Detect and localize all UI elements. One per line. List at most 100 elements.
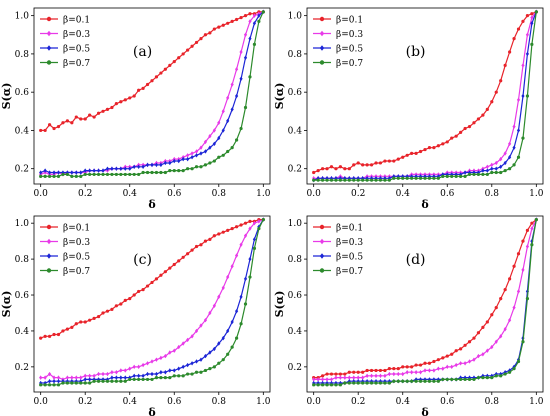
data-point (79, 170, 83, 175)
data-point (516, 252, 521, 256)
data-point (92, 168, 96, 173)
data-point (235, 336, 239, 340)
data-point (177, 259, 181, 263)
data-point (65, 119, 69, 123)
data-point (243, 55, 248, 60)
data-point (190, 334, 194, 339)
data-point (239, 294, 243, 300)
x-tick-label: 0.6 (167, 397, 182, 407)
data-point (123, 368, 127, 373)
legend-label: β=0.1 (336, 224, 363, 234)
data-point (248, 256, 252, 262)
data-point (387, 159, 391, 163)
data-point (239, 242, 243, 247)
data-point (481, 325, 485, 329)
data-point (141, 170, 145, 175)
data-point (516, 97, 521, 103)
data-point (186, 252, 190, 256)
data-point (401, 365, 405, 369)
data-point (312, 377, 316, 382)
data-point (418, 149, 423, 154)
data-point (423, 379, 427, 383)
data-point (235, 253, 239, 258)
data-point (257, 19, 261, 23)
data-point (252, 246, 257, 250)
data-point (512, 367, 516, 371)
data-point (334, 383, 338, 387)
data-point (329, 377, 334, 382)
data-point (194, 40, 199, 45)
data-point (467, 359, 472, 364)
data-point (172, 169, 176, 173)
data-point (467, 125, 472, 129)
data-point (441, 366, 445, 371)
data-point (257, 219, 261, 224)
data-point (427, 146, 432, 150)
legend: β=0.1 β=0.3 β=0.5 β=0.7 (313, 16, 363, 69)
data-point (212, 159, 216, 163)
data-point (418, 370, 423, 375)
data-point (334, 380, 338, 386)
data-point (132, 172, 136, 177)
data-point (186, 362, 190, 368)
y-tick-label: 0.6 (15, 88, 30, 98)
data-point (70, 325, 74, 329)
data-point (338, 383, 342, 387)
series-1 (39, 10, 265, 133)
data-point (369, 178, 374, 182)
data-point (396, 176, 400, 180)
data-point (343, 178, 347, 182)
legend-marker (46, 30, 52, 37)
data-point (83, 377, 87, 382)
data-point (494, 339, 498, 344)
data-point (96, 314, 101, 319)
data-point (145, 162, 150, 168)
data-point (243, 14, 248, 18)
data-point (494, 160, 498, 166)
x-axis-label: δ (148, 406, 155, 416)
data-point (374, 368, 378, 373)
data-point (248, 75, 252, 79)
data-point (450, 377, 454, 382)
data-point (248, 19, 252, 24)
legend-label: β=0.5 (336, 45, 363, 55)
data-point (190, 155, 194, 160)
data-point (181, 169, 185, 173)
data-point (110, 375, 114, 380)
data-point (132, 94, 136, 98)
data-point (356, 375, 360, 380)
data-point (356, 379, 360, 384)
data-point (168, 266, 172, 270)
data-point (494, 305, 498, 310)
data-point (490, 166, 494, 171)
legend-label: β=0.3 (336, 30, 363, 40)
data-point (521, 19, 525, 23)
y-tick-label: 0.2 (288, 363, 302, 373)
data-point (114, 370, 118, 375)
data-point (361, 370, 365, 374)
data-point (47, 334, 52, 338)
data-point (92, 379, 96, 383)
legend-label: β=0.1 (63, 16, 90, 26)
data-point (450, 174, 454, 178)
data-point (352, 370, 356, 374)
data-point (105, 309, 110, 313)
legend-marker (319, 224, 325, 230)
data-point (150, 359, 154, 364)
data-point (39, 336, 43, 340)
data-point (257, 13, 261, 18)
data-point (512, 264, 516, 268)
legend-marker (319, 60, 325, 65)
data-point (105, 379, 110, 383)
data-point (525, 297, 530, 301)
data-point (369, 381, 374, 385)
data-point (383, 178, 387, 182)
panel-label: (a) (133, 44, 152, 60)
data-point (530, 243, 534, 247)
data-point (467, 340, 472, 344)
data-point (410, 174, 414, 179)
data-point (243, 221, 248, 225)
data-point (221, 109, 225, 114)
data-point (199, 145, 203, 150)
data-point (186, 153, 190, 158)
